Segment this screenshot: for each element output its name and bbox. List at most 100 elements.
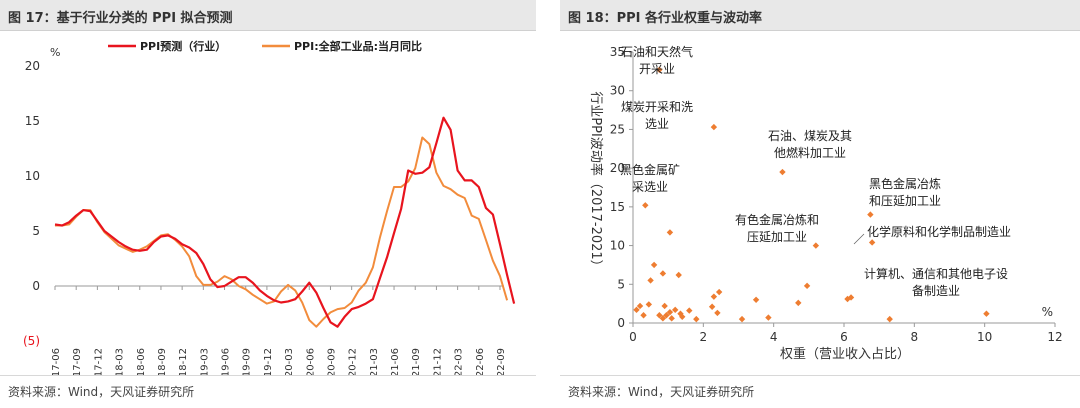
y-axis-unit-label: % <box>50 46 60 59</box>
x-tick-label: 0 <box>629 330 637 344</box>
y-tick-label: 10 <box>25 169 40 183</box>
scatter-point <box>656 66 663 74</box>
left-chart-title: 图 17：基于行业分类的 PPI 拟合预测 <box>8 11 233 26</box>
scatter-point <box>686 307 693 314</box>
annotation-label: 有色金属冶炼和压延加工业 <box>735 212 819 244</box>
scatter-point <box>752 296 760 303</box>
scatter-point <box>645 301 653 308</box>
scatter-point <box>659 270 667 277</box>
y-tick-label: 10 <box>610 239 625 253</box>
scatter-point <box>636 302 644 310</box>
annotation-line: 备制造业 <box>912 284 960 298</box>
scatter-point <box>661 302 668 310</box>
left-chart-source: 资料来源：Wind，天风证券研究所 <box>8 385 195 399</box>
y-tick-label: 30 <box>610 84 625 98</box>
x-tick-label: 2019-09 <box>242 348 253 375</box>
x-tick-label: 2019-03 <box>199 348 210 375</box>
annotation-label: 石油、煤炭及其他燃料加工业 <box>768 129 852 160</box>
y-tick-label: (5) <box>23 334 40 348</box>
scatter-point <box>642 202 649 209</box>
x-tick-label: 2 <box>700 330 708 344</box>
scatter-point <box>663 312 670 319</box>
left-source-divider <box>0 375 536 376</box>
right-source-divider <box>560 375 1080 376</box>
annotation-label: 煤炭开采和洗选业 <box>621 100 693 131</box>
annotation-label: 黑色金属冶炼和压延加工业 <box>869 176 941 208</box>
legend-label: PPI预测（行业） <box>140 39 226 53</box>
right-chart-panel: 图 18：PPI 各行业权重与波动率 0 5 10 15 20 25 30 35 0 2 4 6 8 10… <box>560 0 1080 408</box>
right-chart-title-bar: 图 18：PPI 各行业权重与波动率 <box>560 0 1080 31</box>
scatter-point <box>666 229 674 236</box>
annotation-line: 黑色金属冶炼 <box>869 176 941 191</box>
annotation-line: 开采业 <box>639 62 675 76</box>
y-tick-label: 15 <box>610 200 625 214</box>
x-tick-label: 4 <box>770 330 778 344</box>
y-tick-label: 0 <box>617 316 625 330</box>
x-tick-label: 2020-12 <box>348 348 359 375</box>
ppi-forecast-line-chart: % 20 15 10 5 0 (5) 2017-06 2017-09 2017-12 2018-03… <box>23 39 516 375</box>
x-tick-label: 8 <box>911 330 919 344</box>
y-tick-label: 0 <box>32 279 40 293</box>
x-tick-label: 2021-12 <box>432 348 443 375</box>
x-tick-label: 2019-06 <box>221 348 232 375</box>
annotation-line: 黑色金属矿 <box>620 162 680 177</box>
x-tick-label: 2021-06 <box>390 348 401 375</box>
scatter-point <box>738 315 746 323</box>
scatter-point <box>795 299 802 307</box>
legend-label: PPI:全部工业品:当月同比 <box>294 39 422 53</box>
y-tick-label: 20 <box>610 161 625 175</box>
x-tick-label: 2017-12 <box>93 348 104 375</box>
left-chart-title-bar: 图 17：基于行业分类的 PPI 拟合预测 <box>0 0 536 31</box>
annotation-leader-line <box>853 233 865 245</box>
annotation-label: 石油和天然气开采业 <box>621 44 693 76</box>
annotation-line: 选业 <box>645 117 669 131</box>
annotation-line: 采选业 <box>632 180 668 194</box>
x-tick-label: 12 <box>1047 330 1062 344</box>
scatter-point <box>710 293 718 300</box>
scatter-point <box>812 242 820 249</box>
annotation-line: 石油和天然气 <box>621 44 693 59</box>
x-tick-label: 2017-06 <box>51 348 62 375</box>
y-tick-label: 35 <box>610 45 625 59</box>
x-tick-label: 2020-06 <box>305 348 316 375</box>
scatter-point <box>803 282 811 290</box>
scatter-point <box>714 309 721 317</box>
annotation-line: 石油、煤炭及其 <box>768 129 852 143</box>
scatter-point <box>668 315 675 322</box>
x-tick-label: 2020-09 <box>326 348 337 375</box>
scatter-point <box>867 211 874 218</box>
scatter-point <box>708 303 716 310</box>
x-axis-unit-label: % <box>1042 305 1053 319</box>
annotation-label: 计算机、通信和其他电子设备制造业 <box>864 266 1008 298</box>
x-tick-label: 2018-09 <box>157 348 168 375</box>
annotation-line: 压延加工业 <box>747 230 807 244</box>
annotation-line: 煤炭开采和洗 <box>621 100 693 114</box>
x-tick-label: 6 <box>840 330 848 344</box>
annotation-line: 化学原料和化学制品制造业 <box>867 224 1011 239</box>
annotation-line: 和压延加工业 <box>869 194 941 208</box>
series-line-1 <box>55 136 509 328</box>
x-tick-label: 2018-06 <box>136 348 147 375</box>
x-tick-label: 2021-09 <box>411 348 422 375</box>
y-tick-label: 15 <box>25 114 40 128</box>
x-tick-label: 10 <box>977 330 992 344</box>
scatter-point <box>715 288 723 296</box>
x-tick-label: 2018-12 <box>178 348 189 375</box>
scatter-point <box>868 239 876 246</box>
scatter-point <box>650 261 658 269</box>
x-tick-label: 2022-09 <box>496 348 507 375</box>
scatter-point <box>656 312 663 319</box>
scatter-point <box>886 315 893 323</box>
scatter-point <box>675 271 682 279</box>
y-tick-label: 5 <box>32 224 40 238</box>
x-axis-title: 权重（营业收入占比） <box>780 346 910 362</box>
y-axis-title: 行业PPI波动率（2017-2021） <box>588 91 604 272</box>
x-tick-label: 2019-12 <box>263 348 274 375</box>
scatter-point <box>765 314 772 321</box>
weight-volatility-scatter-chart: 0 5 10 15 20 25 30 35 0 2 4 6 8 10 12 权重（营业收入占比）% 行业PPI波… <box>588 44 1063 362</box>
annotation-line: 计算机、通信和其他电子设 <box>864 266 1008 281</box>
x-tick-label: 2022-06 <box>475 348 486 375</box>
scatter-point <box>647 277 654 284</box>
right-chart-title: 图 18：PPI 各行业权重与波动率 <box>568 11 763 26</box>
x-tick-label: 2017-09 <box>72 348 83 375</box>
